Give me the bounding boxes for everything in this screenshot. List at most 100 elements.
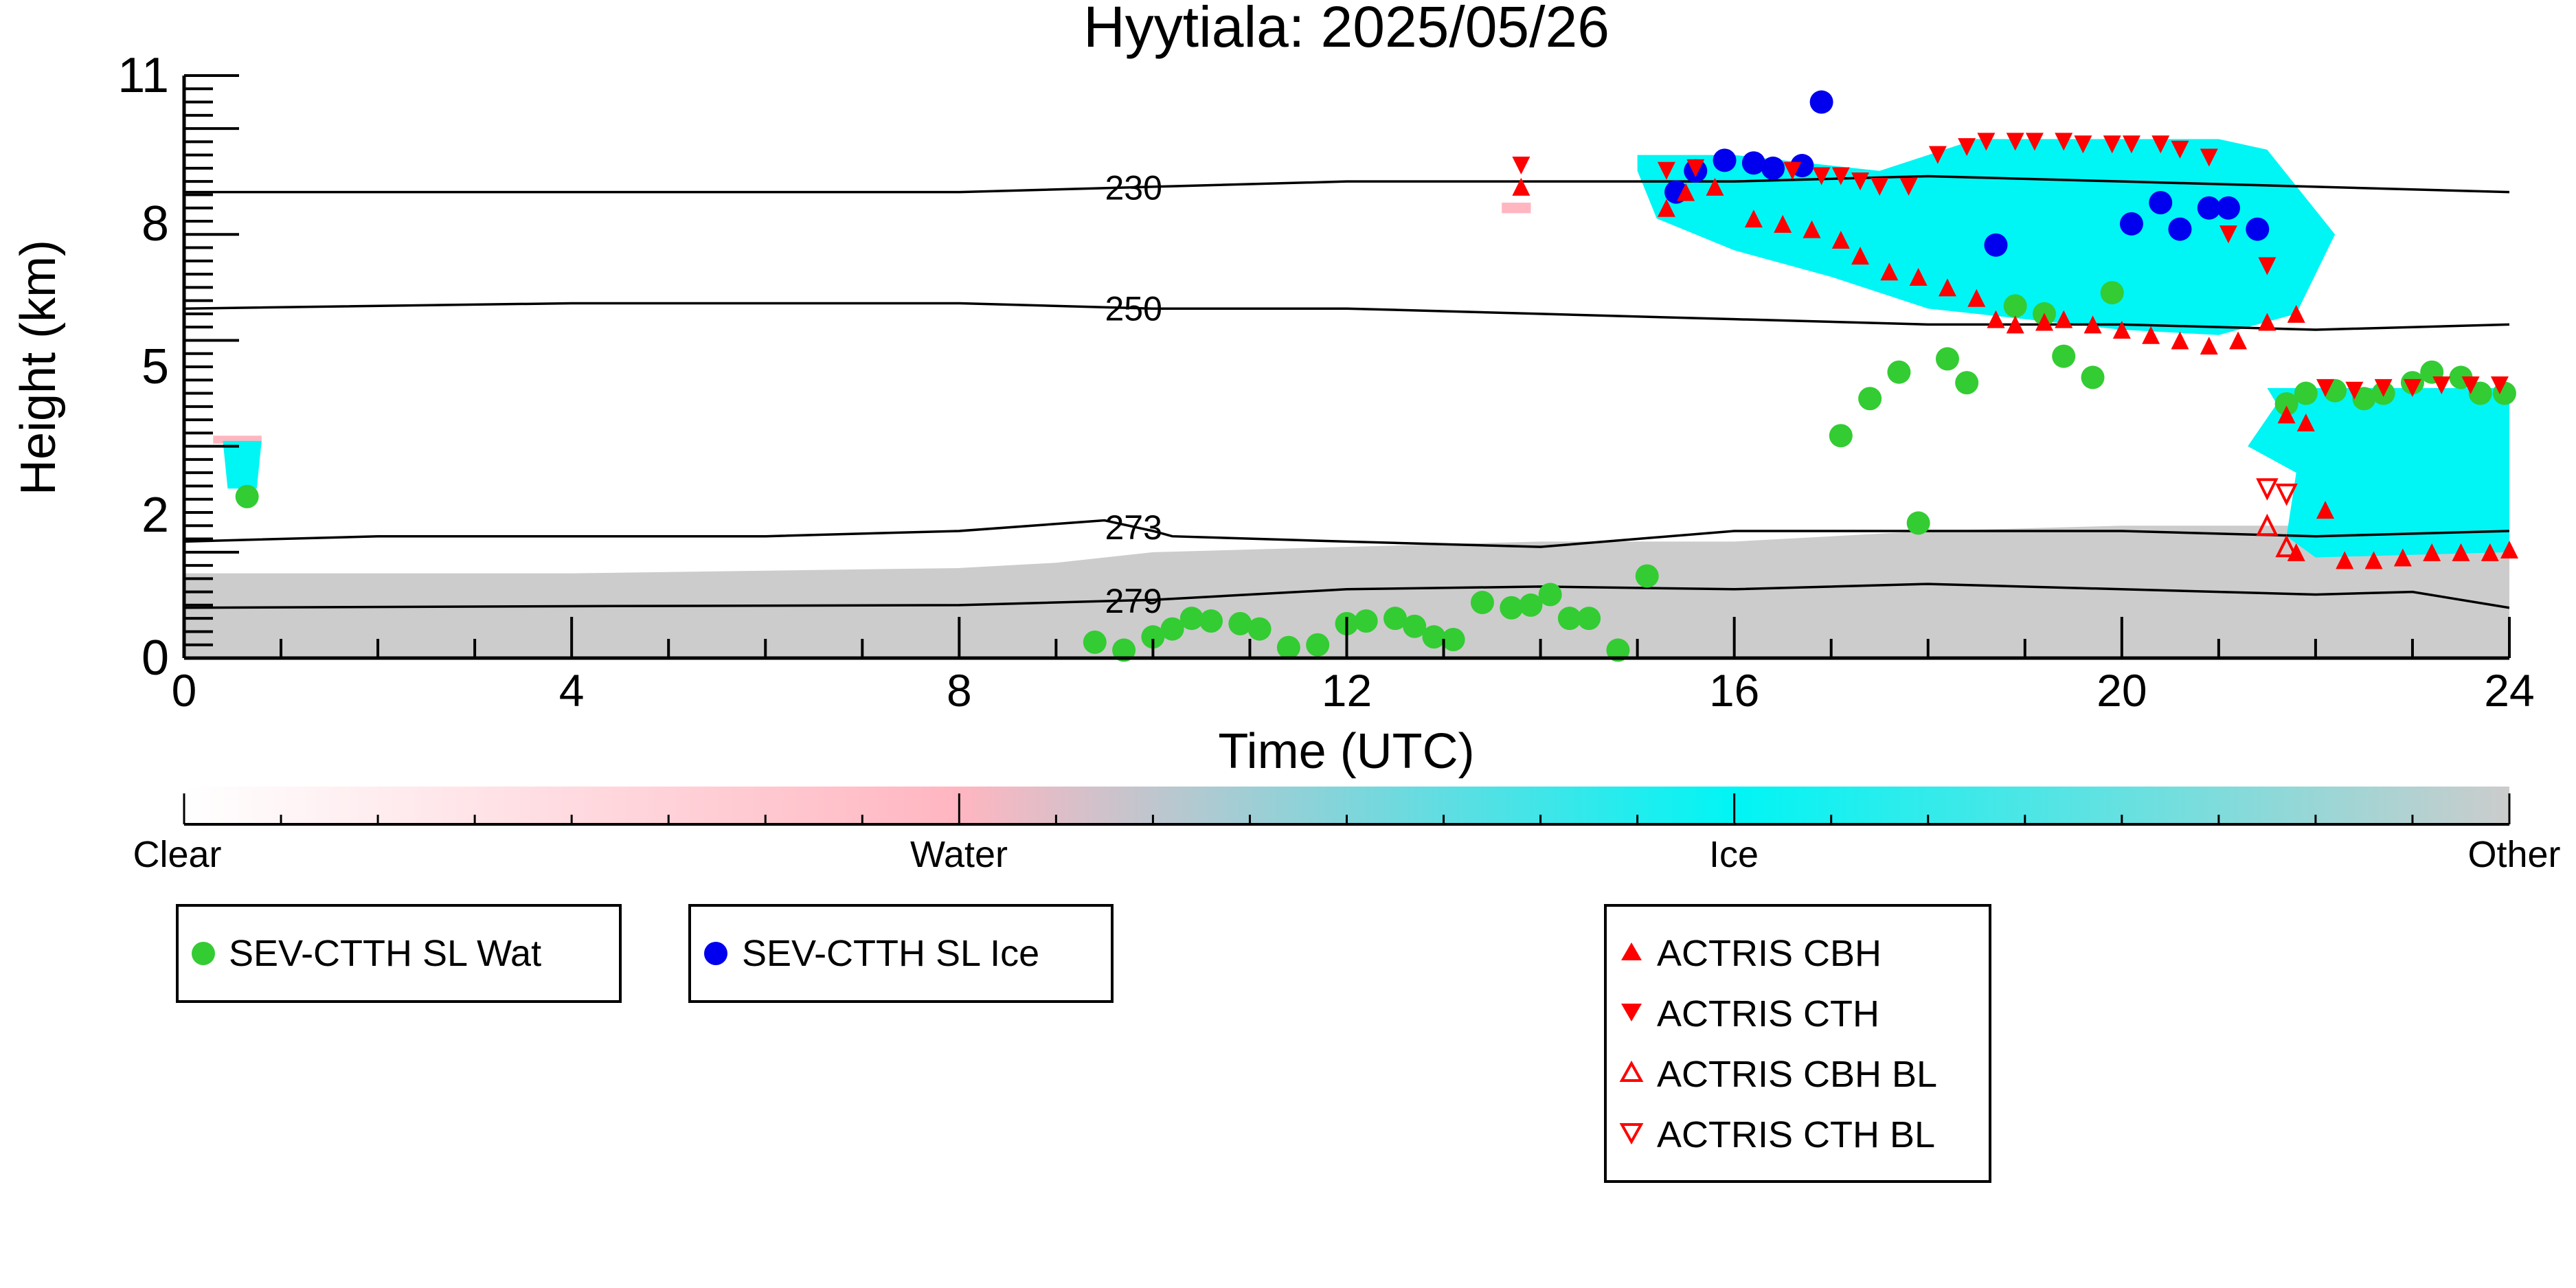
point-actris-cbh: [2171, 331, 2189, 350]
point-sev-ctth-sl-wat: [1441, 628, 1465, 652]
point-actris-cbh: [2006, 315, 2024, 334]
point-sev-ctth-sl-wat: [235, 484, 259, 508]
point-sev-ctth-sl-wat: [1955, 371, 1979, 395]
contour-label-230: 230: [1105, 169, 1162, 207]
chart-title: Hyytiala: 2025/05/26: [1083, 0, 1609, 59]
point-actris-cth: [2103, 135, 2121, 154]
point-sev-ctth-sl-wat: [1635, 564, 1659, 588]
point-sev-ctth-sl-wat: [2003, 294, 2027, 318]
point-actris-cth: [2122, 135, 2140, 154]
point-sev-ctth-sl-wat: [1519, 593, 1543, 617]
legend: SEV-CTTH SL Wat SEV-CTTH SL Ice ACTRIS C…: [176, 904, 1991, 1183]
point-actris-cbh: [1909, 267, 1928, 286]
point-actris-cth: [1851, 172, 1870, 191]
legend-marker-actris-cbh: [1621, 942, 1642, 960]
point-sev-ctth-sl-wat: [1083, 630, 1107, 654]
point-actris-cbh: [2258, 313, 2276, 331]
point-actris-cbh: [2500, 540, 2518, 558]
point-actris-cth: [1977, 133, 1996, 151]
point-actris-cth: [1831, 167, 1850, 185]
x-tick-label: 20: [2097, 665, 2147, 716]
x-tick-label: 4: [559, 665, 585, 716]
point-sev-ctth-sl-ice: [1713, 148, 1737, 172]
legend-label-actris-cth-bl: ACTRIS CTH BL: [1657, 1114, 1935, 1155]
point-actris-cbh: [1677, 183, 1695, 201]
point-sev-ctth-sl-wat: [1906, 511, 1930, 535]
point-actris-cbh: [2287, 304, 2305, 323]
point-actris-cbh: [1880, 262, 1899, 281]
point-actris-cth: [2151, 135, 2170, 154]
point-sev-ctth-sl-wat: [1141, 625, 1165, 649]
point-sev-ctth-sl-wat: [2100, 281, 2124, 305]
data-points: [235, 90, 2518, 662]
point-sev-ctth-sl-ice: [2168, 217, 2192, 241]
point-actris-cth: [2006, 133, 2024, 151]
point-sev-ctth-sl-ice: [1809, 90, 1833, 114]
contour-label-279: 279: [1105, 582, 1162, 620]
legend-marker-actris-cth: [1621, 1004, 1642, 1021]
point-actris-cbh: [2035, 313, 2053, 331]
point-sev-ctth-sl-ice: [2216, 196, 2240, 220]
point-sev-ctth-sl-ice: [2119, 212, 2143, 236]
point-sev-ctth-sl-wat: [2294, 381, 2318, 405]
point-sev-ctth-sl-wat: [1538, 583, 1562, 607]
point-sev-ctth-sl-wat: [2081, 365, 2105, 389]
y-tick-label: 8: [142, 196, 169, 251]
point-actris-cbh: [1706, 177, 1724, 196]
y-axis-label: Height (km): [11, 240, 66, 495]
point-actris-cth: [2432, 376, 2451, 394]
colorbar: Clear Water Ice Other: [133, 787, 2561, 875]
point-sev-ctth-sl-wat: [1470, 591, 1494, 615]
cloud-regions: [184, 139, 2509, 658]
point-actris-cth: [1958, 138, 1976, 157]
contour-line-250: [184, 302, 2509, 331]
point-actris-cbh: [1744, 210, 1763, 228]
cloud-region-ice: [1637, 139, 2336, 335]
point-sev-ctth-sl-wat: [1422, 625, 1446, 649]
point-sev-ctth-sl-wat: [1112, 638, 1136, 662]
point-actris-cbh: [2112, 321, 2131, 339]
point-sev-ctth-sl-wat: [1577, 607, 1601, 631]
point-sev-ctth-sl-wat: [1276, 635, 1300, 659]
x-tick-label: 0: [172, 665, 197, 716]
point-sev-ctth-sl-wat: [1383, 607, 1408, 631]
point-actris-cth: [1657, 161, 1675, 180]
point-sev-ctth-sl-ice: [2197, 196, 2221, 220]
point-actris-cbh-bl: [2256, 513, 2279, 536]
point-actris-cbh: [2364, 551, 2383, 569]
legend-label-actris-cbh-bl: ACTRIS CBH BL: [1657, 1054, 1937, 1095]
point-actris-cth: [2403, 379, 2421, 397]
cloud-region-water: [1502, 203, 1531, 214]
point-actris-cth: [1871, 177, 1889, 196]
y-tick-label: 11: [117, 48, 169, 103]
point-actris-cbh: [2296, 413, 2315, 431]
point-actris-cth: [2345, 381, 2364, 400]
point-sev-ctth-sl-wat: [1829, 424, 1853, 448]
x-tick-label: 12: [1322, 665, 1372, 716]
point-actris-cbh: [2200, 337, 2218, 355]
contour-line-279: [184, 583, 2509, 609]
point-actris-cth: [1812, 167, 1831, 185]
point-sev-ctth-sl-wat: [2468, 381, 2492, 405]
point-actris-cth: [1899, 177, 1918, 196]
point-actris-cbh: [2142, 326, 2160, 344]
point-sev-ctth-sl-wat: [1935, 347, 1959, 371]
legend-box-sev-ice: SEV-CTTH SL Ice: [688, 904, 1114, 1003]
point-actris-cth: [2219, 225, 2237, 244]
y-tick-label: 0: [142, 631, 169, 686]
legend-box-sev-wat: SEV-CTTH SL Wat: [176, 904, 622, 1003]
point-actris-cth: [2025, 133, 2044, 151]
cloud-region-other: [184, 526, 2509, 658]
point-actris-cbh-bl: [2275, 534, 2298, 558]
point-sev-ctth-sl-wat: [1160, 617, 1184, 641]
point-actris-cbh: [1987, 310, 2005, 328]
point-actris-cth: [1783, 161, 1802, 180]
point-actris-cth: [2055, 133, 2073, 151]
point-sev-ctth-sl-wat: [1247, 617, 1272, 641]
x-tick-label: 8: [947, 665, 972, 716]
point-actris-cth: [1928, 146, 1947, 164]
temperature-contours: 230 250 273 279: [184, 169, 2509, 620]
point-actris-cbh: [1657, 199, 1675, 217]
point-sev-ctth-sl-wat: [1500, 596, 1524, 620]
contour-label-250: 250: [1105, 289, 1162, 328]
